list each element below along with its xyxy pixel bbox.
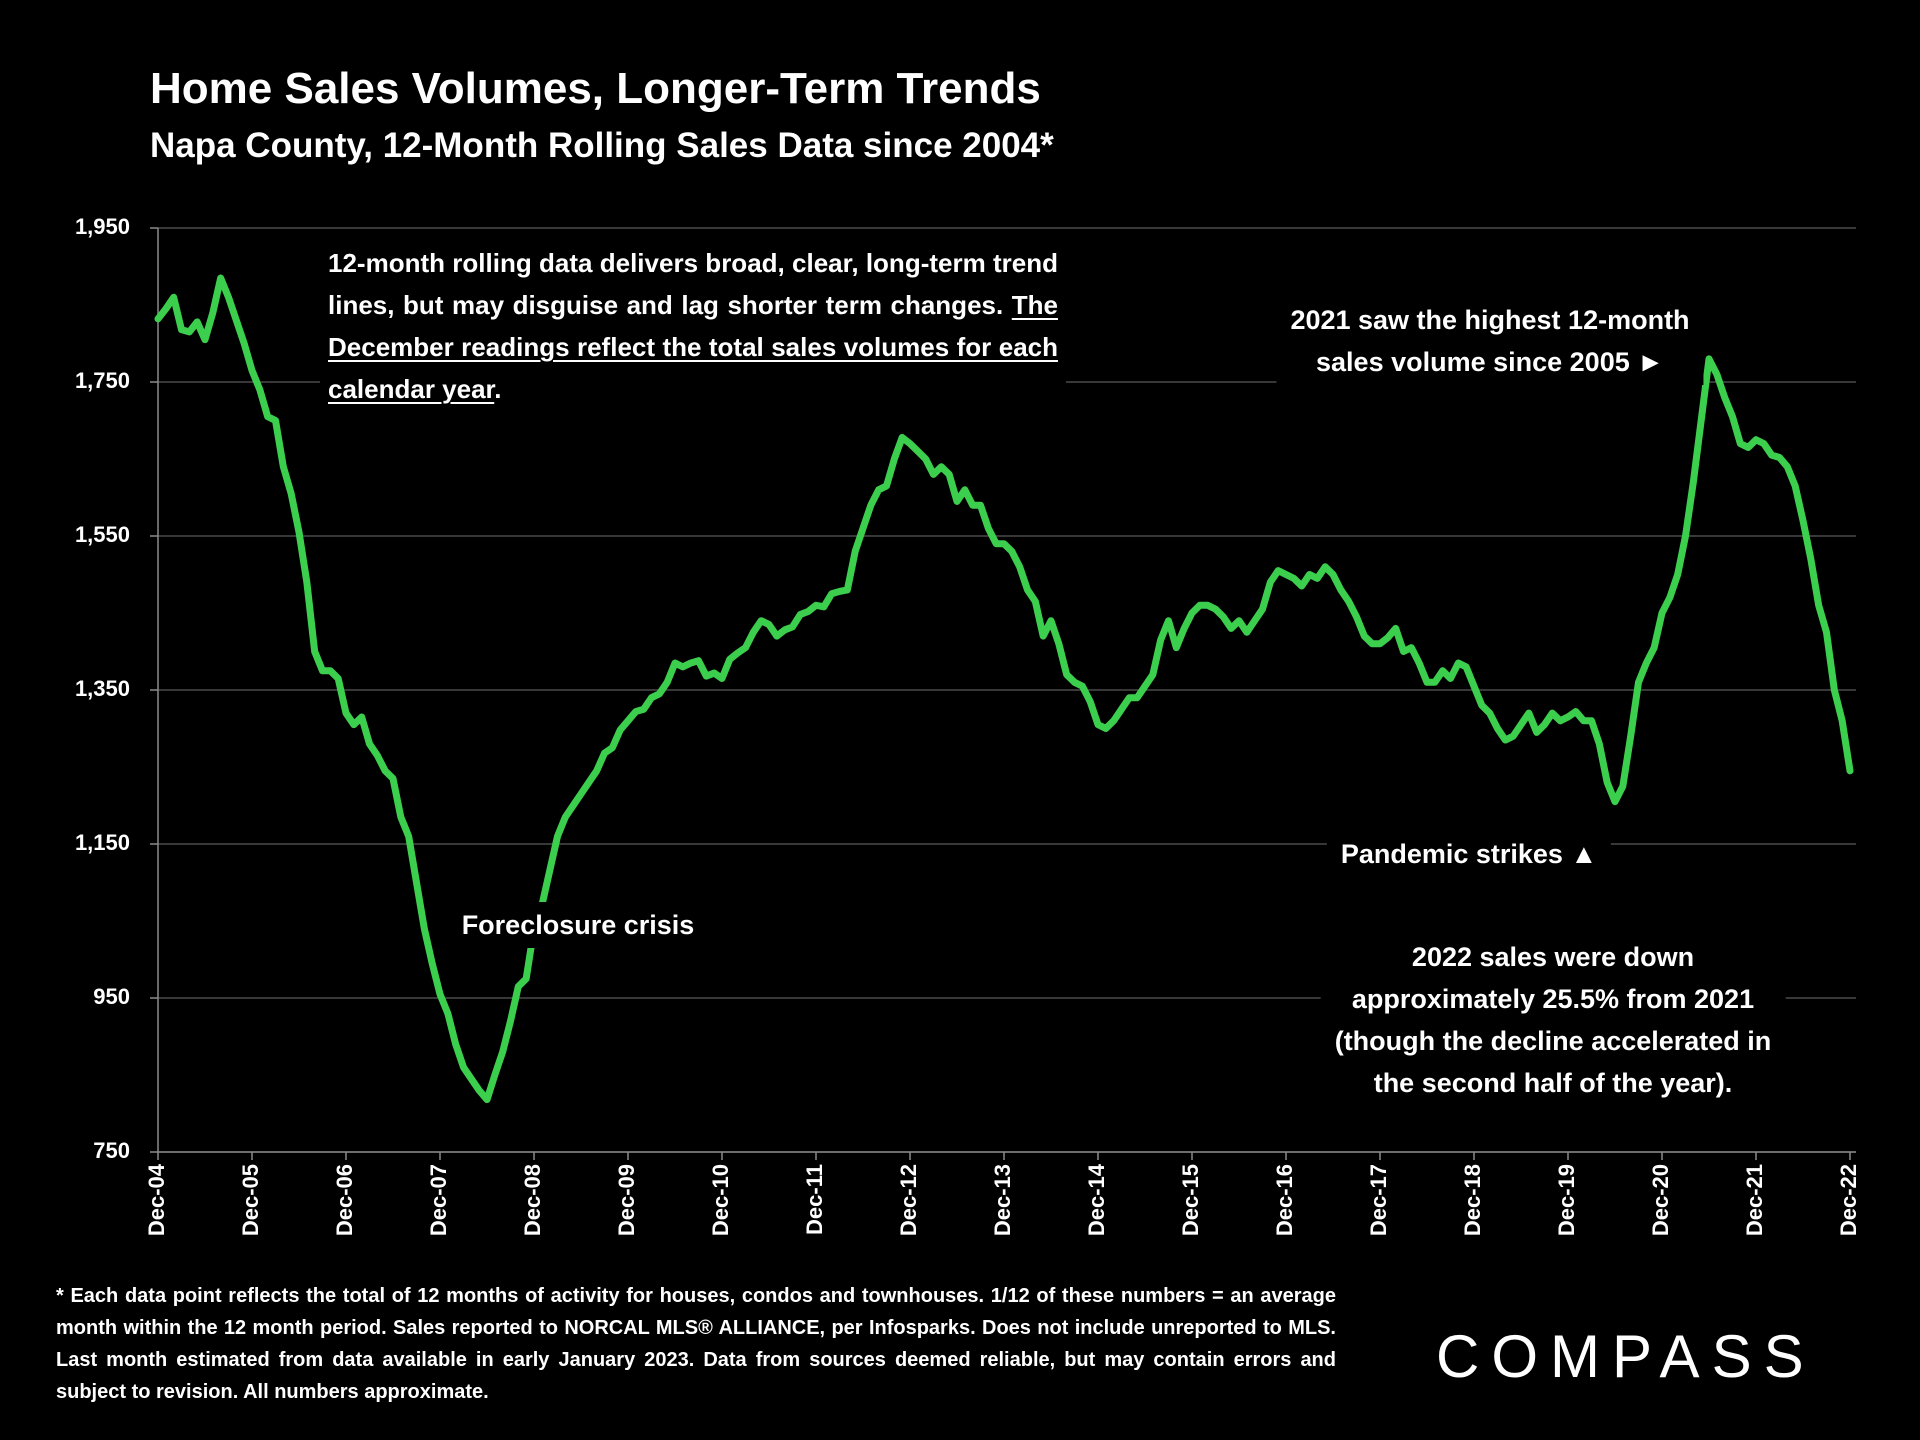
annotation-line: the second half of the year). (1373, 1068, 1733, 1098)
x-tick-label: Dec-21 (1742, 1164, 1767, 1236)
x-tick-label: Dec-22 (1836, 1164, 1861, 1236)
x-tick-label: Dec-08 (520, 1164, 545, 1236)
annotation-line: sales volume since 2005 ► (1316, 347, 1664, 377)
x-tick-label: Dec-05 (238, 1164, 263, 1236)
x-tick-label: Dec-04 (144, 1163, 169, 1236)
x-tick-label: Dec-19 (1554, 1164, 1579, 1236)
x-tick-label: Dec-20 (1648, 1164, 1673, 1236)
y-tick-label: 1,550 (75, 522, 130, 547)
annotation-line: Pandemic strikes ▲ (1340, 839, 1598, 869)
annotation-line: (though the decline accelerated in (1334, 1026, 1772, 1056)
annotation-line: Foreclosure crisis (461, 910, 695, 940)
annotation: 2021 saw the highest 12-month sales volu… (1276, 297, 1704, 385)
x-tick-label: Dec-17 (1366, 1164, 1391, 1236)
annotation-line: 2021 saw the highest 12-month (1290, 305, 1690, 335)
y-tick-label: 1,150 (75, 830, 130, 855)
x-tick-label: Dec-14 (1084, 1163, 1109, 1236)
x-tick-label: Dec-06 (332, 1164, 357, 1236)
annotation: Pandemic strikes ▲ (1326, 831, 1612, 877)
annotation-line: approximately 25.5% from 2021 (1351, 984, 1755, 1014)
footnote: * Each data point reflects the total of … (56, 1285, 1336, 1403)
annotation-line: 2022 sales were down (1411, 942, 1695, 972)
y-tick-label: 1,350 (75, 676, 130, 701)
note-text: 12-month rolling data delivers broad, cl… (328, 248, 1058, 320)
note-end: . (494, 374, 502, 404)
chart-title: Home Sales Volumes, Longer-Term Trends (150, 64, 1041, 113)
x-tick-label: Dec-12 (896, 1164, 921, 1236)
y-tick-label: 950 (93, 984, 130, 1009)
annotation: Foreclosure crisis (447, 902, 709, 948)
note-underlined: The December readings reflect the total … (328, 290, 1058, 404)
logo: COMPASS (1436, 1323, 1816, 1390)
x-tick-label: Dec-18 (1460, 1164, 1485, 1236)
x-tick-label: Dec-09 (614, 1164, 639, 1236)
y-tick-label: 750 (93, 1138, 130, 1163)
x-tick-label: Dec-11 (802, 1164, 827, 1235)
y-tick-label: 1,750 (75, 368, 130, 393)
chart-subtitle: Napa County, 12-Month Rolling Sales Data… (150, 126, 1054, 165)
x-tick-label: Dec-07 (426, 1164, 451, 1236)
annotation: 2022 sales were down approximately 25.5%… (1320, 934, 1786, 1106)
x-tick-label: Dec-15 (1178, 1164, 1203, 1236)
x-tick-label: Dec-10 (708, 1164, 733, 1236)
x-tick-label: Dec-13 (990, 1164, 1015, 1236)
y-tick-label: 1,950 (75, 214, 130, 239)
data-line (154, 274, 1854, 1104)
x-tick-label: Dec-16 (1272, 1164, 1297, 1236)
note: 12-month rolling data delivers broad, cl… (320, 240, 1066, 412)
